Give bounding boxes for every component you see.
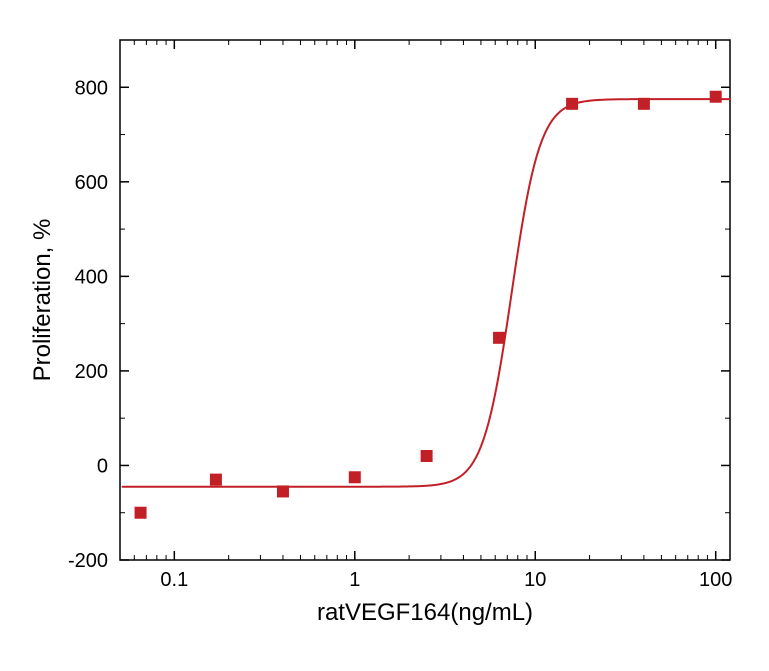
data-point [638,98,649,109]
data-point [277,486,288,497]
y-axis-title: Proliferation, % [29,219,56,382]
x-tick-label: 0.1 [160,569,188,591]
data-point [135,507,146,518]
data-point [349,472,360,483]
data-point [421,451,432,462]
data-point [494,332,505,343]
y-tick-label: 600 [75,172,108,194]
x-tick-label: 1 [349,569,360,591]
fit-curve [123,99,730,487]
dose-response-chart: 0.1 1 10 100 ratVEGF164(ng/mL) -200 0 200 400 600… [0,0,769,671]
y-tick-label: 800 [75,77,108,99]
y-tick-label: -200 [68,550,108,572]
x-tick-label: 100 [699,569,732,591]
y-tick-label: 400 [75,266,108,288]
chart-container: 0.1 1 10 100 ratVEGF164(ng/mL) -200 0 200 400 600… [0,0,769,671]
y-tick-label: 0 [97,455,108,477]
data-point [210,474,221,485]
data-point [567,98,578,109]
y-tick-label: 200 [75,361,108,383]
x-axis-title: ratVEGF164(ng/mL) [317,599,533,626]
x-tick-label: 10 [524,569,546,591]
data-point [710,91,721,102]
